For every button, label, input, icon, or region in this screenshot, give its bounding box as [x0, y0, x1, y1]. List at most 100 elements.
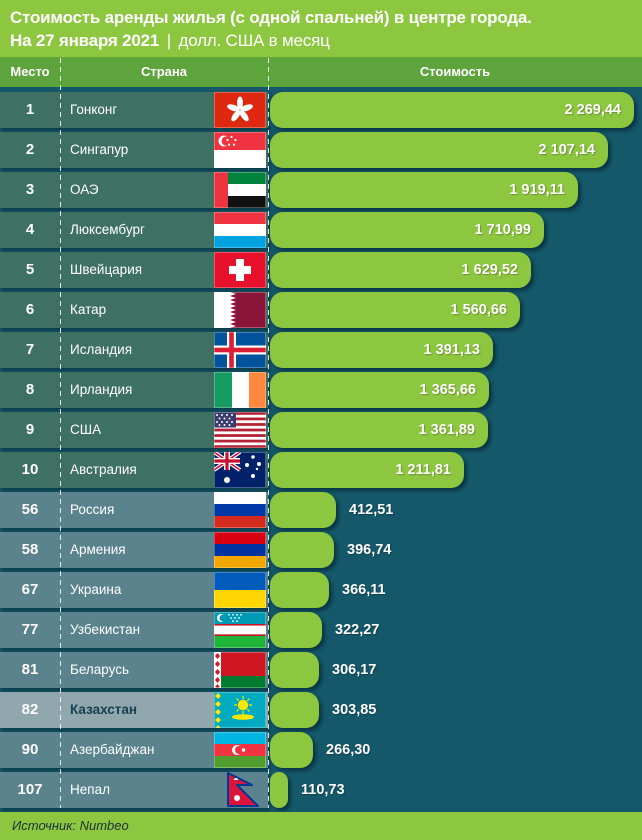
country-label: Непал — [70, 782, 110, 797]
rank-label: 58 — [21, 541, 39, 558]
bar-chart-rows: 1 Гонконг 2 269,44 2 Сингапур 2 107,14 3 ОАЭ 1 9… — [0, 92, 642, 812]
row-band: 58 Армения — [0, 532, 268, 568]
chart-title: Стоимость аренды жилья (с одной спальней… — [10, 8, 532, 27]
flag-australia-icon — [214, 452, 266, 488]
table-row: 10 Австралия 1 211,81 — [0, 452, 642, 488]
rank-label: 8 — [25, 381, 35, 398]
row-band: 67 Украина — [0, 572, 268, 608]
row-band: 90 Азербайджан — [0, 732, 268, 768]
table-row: 9 США 1 361,89 — [0, 412, 642, 448]
flag-kazakhstan-icon — [214, 692, 266, 728]
column-divider-country — [268, 58, 269, 808]
flag-ireland-icon — [214, 372, 266, 408]
subtitle-separator: | — [166, 31, 171, 50]
row-band: 5 Швейцария — [0, 252, 268, 288]
table-row: 7 Исландия 1 391,13 — [0, 332, 642, 368]
country-label: Узбекистан — [70, 622, 141, 637]
table-row: 5 Швейцария 1 629,52 — [0, 252, 642, 288]
value-bar: 2 107,14 — [270, 132, 608, 168]
value-label: 110,73 — [301, 782, 345, 798]
row-band: 56 Россия — [0, 492, 268, 528]
value-label: 322,27 — [335, 622, 380, 638]
flag-hong-kong-icon — [214, 92, 266, 128]
table-row: 1 Гонконг 2 269,44 — [0, 92, 642, 128]
flag-iceland-icon — [214, 332, 266, 368]
rank-label: 10 — [21, 461, 39, 478]
row-band: 8 Ирландия — [0, 372, 268, 408]
country-label: Украина — [70, 582, 122, 597]
flag-russia-icon — [214, 492, 266, 528]
column-header-rank: Место — [10, 64, 50, 79]
value-label: 1 560,66 — [450, 302, 507, 318]
rank-label: 90 — [21, 741, 39, 758]
row-band-highlighted: 82 Казахстан — [0, 692, 268, 728]
value-bar: 2 269,44 — [270, 92, 634, 128]
rank-label: 9 — [25, 421, 35, 438]
column-header-country: Страна — [140, 64, 187, 79]
country-label: Люксембург — [70, 222, 145, 237]
value-label: 1 365,66 — [419, 382, 476, 398]
rank-label: 56 — [21, 501, 39, 518]
country-label: Исландия — [70, 342, 133, 357]
value-label: 1 211,81 — [395, 462, 451, 478]
source-footer: Источник: Numbeo — [0, 812, 642, 840]
flag-armenia-icon — [214, 532, 266, 568]
value-label: 1 710,99 — [474, 222, 531, 238]
table-row: 266,30 90 Азербайджан — [0, 732, 642, 768]
value-label: 2 107,14 — [538, 142, 595, 158]
rank-label: 5 — [25, 261, 35, 278]
rank-label: 82 — [21, 701, 39, 718]
table-row: 110,73 107 Непал — [0, 772, 642, 808]
flag-nepal-icon — [214, 772, 266, 808]
row-band: 2 Сингапур — [0, 132, 268, 168]
row-band: 77 Узбекистан — [0, 612, 268, 648]
flag-switzerland-icon — [214, 252, 266, 288]
flag-luxembourg-icon — [214, 212, 266, 248]
value-bar — [270, 572, 329, 608]
row-band: 6 Катар — [0, 292, 268, 328]
value-bar: 1 361,89 — [270, 412, 488, 448]
table-row: 306,17 81 Беларусь — [0, 652, 642, 688]
value-label: 1 391,13 — [423, 342, 480, 358]
value-bar: 1 211,81 — [270, 452, 464, 488]
value-label: 2 269,44 — [564, 102, 621, 118]
column-divider-rank — [60, 58, 61, 808]
value-label: 1 629,52 — [461, 262, 518, 278]
rank-label: 107 — [17, 781, 43, 798]
column-header-row: Место Страна Стоимость — [0, 57, 642, 87]
value-label: 1 361,89 — [418, 422, 475, 438]
country-label: Беларусь — [70, 662, 130, 677]
row-band: 4 Люксембург — [0, 212, 268, 248]
chart-subtitle: На 27 января 2021 | долл. США в месяц — [10, 29, 634, 52]
table-row: 322,27 77 Узбекистан — [0, 612, 642, 648]
value-bar — [270, 612, 322, 648]
value-bar — [270, 492, 336, 528]
rank-label: 67 — [21, 581, 39, 598]
column-header-value: Стоимость — [419, 64, 491, 79]
rank-label: 81 — [21, 661, 39, 678]
rank-label: 4 — [25, 221, 35, 238]
flag-ukraine-icon — [214, 572, 266, 608]
chart-units: долл. США в месяц — [178, 31, 330, 50]
value-bar: 1 391,13 — [270, 332, 493, 368]
rank-label: 77 — [21, 621, 39, 638]
rank-label: 3 — [25, 181, 35, 198]
row-band: 3 ОАЭ — [0, 172, 268, 208]
chart-date: На 27 января 2021 — [10, 31, 160, 50]
country-label: Гонконг — [70, 102, 118, 117]
row-band: 107 Непал — [0, 772, 268, 808]
source-label: Источник: Numbeo — [12, 818, 129, 833]
value-label: 396,74 — [347, 542, 392, 558]
value-bar — [270, 692, 319, 728]
country-label: Ирландия — [70, 382, 133, 397]
value-label: 1 919,11 — [509, 182, 565, 198]
row-band: 1 Гонконг — [0, 92, 268, 128]
country-label: Австралия — [70, 462, 137, 477]
value-bar — [270, 772, 288, 808]
value-bar: 1 560,66 — [270, 292, 520, 328]
table-row: 303,85 82 Казахстан — [0, 692, 642, 728]
row-band: 7 Исландия — [0, 332, 268, 368]
table-row: 366,11 67 Украина — [0, 572, 642, 608]
value-label: 303,85 — [332, 702, 377, 718]
rank-label: 2 — [25, 141, 35, 158]
